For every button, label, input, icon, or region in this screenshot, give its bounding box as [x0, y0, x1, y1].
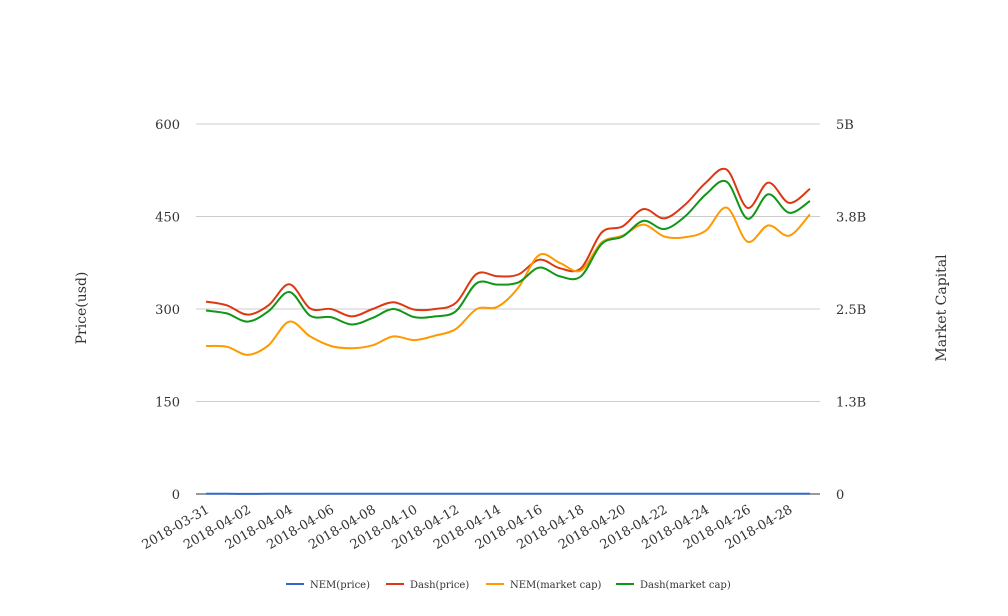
series-line-dash-price- — [205, 167, 811, 318]
y2-tick-label: 3.8B — [836, 211, 866, 226]
gridlines — [196, 123, 820, 495]
legend: NEM(price) Dash(price) NEM(market cap) Dash… — [286, 580, 731, 591]
series-lines — [205, 167, 811, 495]
legend-label: Dash(market cap) — [640, 580, 731, 591]
left-axis-ticks: 0 150 300 450 600 — [155, 118, 180, 503]
y2-tick-label: 0 — [836, 488, 844, 503]
y-tick-label: 450 — [155, 211, 180, 226]
y2-tick-label: 5B — [836, 118, 854, 133]
legend-label: NEM(price) — [310, 580, 370, 591]
y2-tick-label: 1.3B — [836, 396, 866, 411]
y-tick-label: 0 — [172, 488, 180, 503]
legend-label: Dash(price) — [410, 580, 469, 591]
series-line-dash-market-cap- — [205, 179, 811, 326]
right-axis-ticks: 0 1.3B 2.5B 3.8B 5B — [836, 118, 866, 503]
legend-label: NEM(market cap) — [510, 580, 602, 591]
y-axis-title: Price(usd) — [74, 272, 90, 345]
x-axis-ticks: 2018-03-312018-04-022018-04-042018-04-06… — [140, 502, 796, 552]
y-tick-label: 600 — [155, 118, 180, 133]
y2-axis-title: Market Capital — [934, 254, 950, 362]
y-tick-label: 150 — [155, 396, 180, 411]
series-line-nem-market-cap- — [205, 206, 811, 356]
y2-tick-label: 2.5B — [836, 303, 866, 318]
y-tick-label: 300 — [155, 303, 180, 318]
